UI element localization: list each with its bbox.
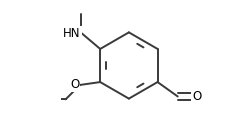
Text: HN: HN: [63, 27, 81, 40]
Text: O: O: [193, 90, 202, 103]
Text: O: O: [70, 78, 79, 91]
